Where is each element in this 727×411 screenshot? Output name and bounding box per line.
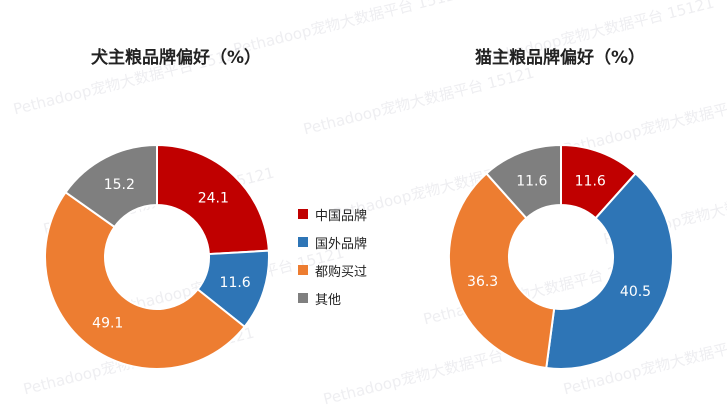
legend-item-both: 都购买过 [298,256,367,284]
dog-slice-label-4: 15.2 [104,177,135,193]
legend-item-china: 中国品牌 [298,200,367,228]
dog-slice-label-3: 49.1 [92,316,123,332]
dog-slice-label-2: 11.6 [220,275,251,291]
cat-slice-label-2: 40.5 [620,284,651,300]
dog-slice-3 [44,190,247,370]
dog-slice-1 [156,143,270,256]
dog-chart-title: 犬主粮品牌偏好（%） [90,48,262,68]
cat-slice-label-3: 36.3 [467,274,498,290]
legend: 中国品牌 国外品牌 都购买过 其他 [298,200,367,312]
cat-slice-3 [448,172,556,370]
dog-slice-4 [64,143,158,229]
cat-slice-label-1: 11.6 [575,173,606,189]
cat-slice-2 [545,172,674,370]
legend-item-foreign: 国外品牌 [298,228,367,256]
cat-slice-label-4: 11.6 [516,173,547,189]
legend-swatch-foreign [298,237,308,247]
legend-label-both: 都购买过 [315,264,368,280]
dog-slice-label-1: 24.1 [198,190,229,206]
legend-label-foreign: 国外品牌 [315,236,368,252]
legend-swatch-other [298,293,308,303]
legend-item-other: 其他 [298,284,367,312]
legend-label-other: 其他 [315,292,342,308]
legend-swatch-both [298,265,308,275]
legend-label-china: 中国品牌 [315,208,368,224]
cat-slice-4 [484,143,562,220]
cat-chart-title: 猫主粮品牌偏好（%） [474,48,646,68]
legend-swatch-china [298,209,308,219]
